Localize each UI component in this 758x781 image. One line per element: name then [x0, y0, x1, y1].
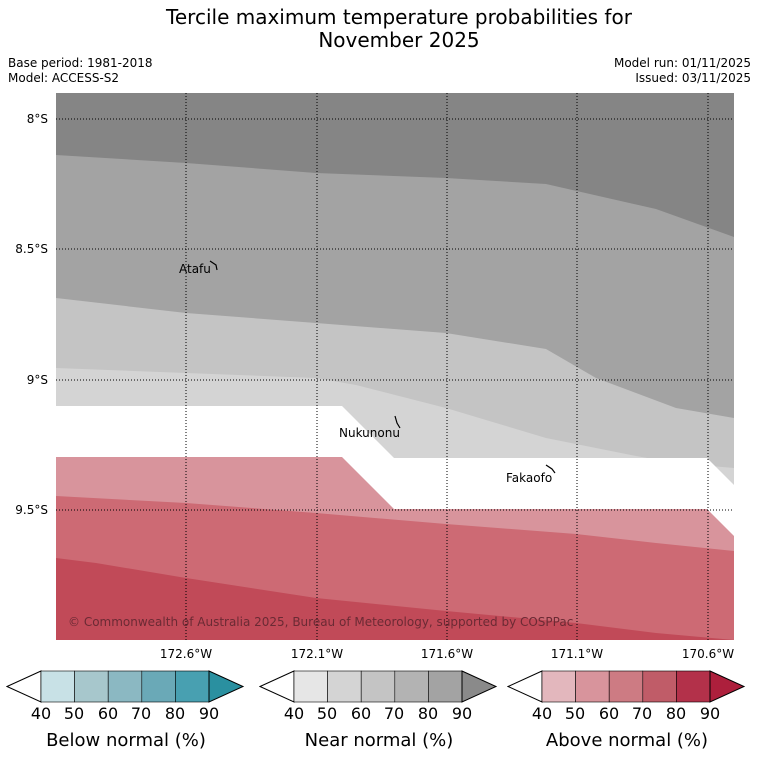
tick-label: 90 — [198, 704, 220, 723]
tick-label: 70 — [631, 704, 653, 723]
above-band-70 — [56, 558, 734, 640]
lat-label-9s: 9°S — [26, 373, 48, 387]
near-segment-1 — [293, 670, 328, 703]
tick-label: 90 — [451, 704, 473, 723]
place-label-nukunonu: Nukunonu — [339, 426, 400, 440]
colorbar-above — [507, 670, 746, 703]
lon-label-172-1w: 172.1°W — [290, 647, 344, 661]
meta-right: Model run: 01/11/2025 Issued: 03/11/2025 — [614, 56, 751, 86]
lon-label-171-1w: 171.1°W — [550, 647, 604, 661]
tick-label: 90 — [699, 704, 721, 723]
lat-label-8-5s: 8.5°S — [15, 242, 48, 256]
colorbar-above-title: Above normal (%) — [545, 730, 709, 751]
above-segment-3 — [608, 670, 644, 703]
colorbar-near-title: Near normal (%) — [304, 730, 454, 751]
place-label-atafu: Atafu — [179, 262, 211, 276]
meta-left: Base period: 1981-2018 Model: ACCESS-S2 — [8, 56, 153, 86]
tick-label: 70 — [130, 704, 152, 723]
nukunonu-atoll-shape — [394, 415, 401, 429]
near-segment-5 — [428, 670, 463, 703]
model-name: Model: ACCESS-S2 — [8, 71, 120, 85]
issued-date: Issued: 03/11/2025 — [635, 71, 751, 85]
below-arrow-low — [6, 670, 42, 703]
above-arrow-low — [507, 670, 543, 703]
below-segment-3 — [107, 670, 143, 703]
tick-label: 80 — [164, 704, 186, 723]
map-title: Tercile maximum temperature probabilitie… — [0, 6, 758, 52]
tick-label: 60 — [350, 704, 372, 723]
title-line-1: Tercile maximum temperature probabilitie… — [166, 5, 632, 29]
below-segment-1 — [40, 670, 75, 703]
tick-label: 60 — [97, 704, 119, 723]
lon-label-170-6w: 170.6°W — [681, 647, 735, 661]
probability-map: Atafu Nukunonu Fakaofo © Commonwealth of… — [56, 93, 734, 640]
above-segment-5 — [676, 670, 711, 703]
tick-label: 50 — [316, 704, 338, 723]
tick-label: 70 — [383, 704, 405, 723]
near-arrow-high — [461, 670, 498, 703]
tick-label: 40 — [30, 704, 52, 723]
tick-label: 40 — [283, 704, 305, 723]
tick-label: 60 — [598, 704, 620, 723]
copyright-note: © Commonwealth of Australia 2025, Bureau… — [68, 615, 573, 629]
base-period: Base period: 1981-2018 — [8, 56, 153, 70]
above-segment-1 — [541, 670, 576, 703]
above-segment-4 — [642, 670, 677, 703]
near-segment-3 — [360, 670, 396, 703]
tick-label: 40 — [531, 704, 553, 723]
atafu-atoll-shape — [209, 260, 218, 271]
lat-label-8s: 8°S — [26, 112, 48, 126]
near-segment-2 — [327, 670, 362, 703]
atoll-outlines — [209, 260, 556, 474]
graticule — [56, 93, 734, 640]
tick-label: 50 — [564, 704, 586, 723]
place-label-fakaofo: Fakaofo — [506, 471, 552, 485]
colorbar-near — [259, 670, 498, 703]
tick-label: 80 — [417, 704, 439, 723]
title-line-2: November 2025 — [318, 28, 480, 52]
above-arrow-high — [709, 670, 746, 703]
near-segment-4 — [394, 670, 429, 703]
fakaofo-atoll-shape — [545, 464, 556, 474]
below-segment-5 — [175, 670, 210, 703]
below-segment-4 — [141, 670, 176, 703]
lon-label-171-6w: 171.6°W — [420, 647, 474, 661]
colorbar-below-title: Below normal (%) — [46, 730, 206, 751]
below-arrow-high — [208, 670, 245, 703]
above-segment-2 — [575, 670, 610, 703]
model-run: Model run: 01/11/2025 — [613, 56, 751, 70]
near-arrow-low — [259, 670, 295, 703]
lon-label-172-6w: 172.6°W — [159, 647, 213, 661]
colorbar-below — [6, 670, 245, 703]
tick-label: 80 — [665, 704, 687, 723]
tick-label: 50 — [63, 704, 85, 723]
lat-label-9-5s: 9.5°S — [15, 503, 48, 517]
below-segment-2 — [74, 670, 109, 703]
